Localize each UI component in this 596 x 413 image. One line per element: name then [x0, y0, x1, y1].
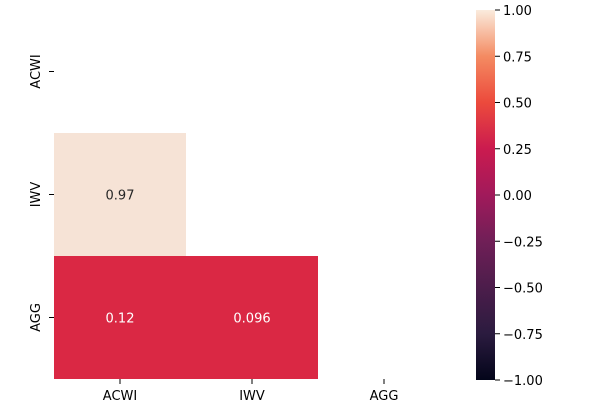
colorbar-tick-label: −0.75 [503, 328, 543, 343]
heatmap-cell [54, 133, 186, 256]
cell-annotations: 0.97 0.12 0.096 [106, 189, 271, 327]
x-tick-label: IWV [239, 389, 265, 404]
cell-value-label: 0.096 [233, 312, 270, 327]
heatmap-cells [54, 133, 318, 379]
colorbar-tick-label: 0.25 [503, 143, 532, 158]
x-tick-label: ACWI [103, 389, 137, 404]
x-tick-label: AGG [370, 389, 399, 404]
x-axis: ACWI IWV AGG [103, 379, 399, 404]
heatmap-cell [186, 256, 318, 379]
colorbar-tick-label: 0.50 [503, 97, 532, 112]
heatmap-cell [54, 256, 186, 379]
colorbar-tick-label: 0.00 [503, 189, 532, 204]
colorbar-gradient [476, 10, 495, 380]
y-tick-label: IWV [29, 182, 44, 208]
colorbar-tick-label: 0.75 [503, 50, 532, 65]
y-tick-label: ACWI [29, 54, 44, 88]
cell-value-label: 0.97 [106, 189, 135, 204]
y-axis: ACWI IWV AGG [29, 54, 54, 332]
cell-value-label: 0.12 [106, 312, 135, 327]
colorbar-tick-label: −1.00 [503, 374, 543, 389]
colorbar-tick-label: −0.50 [503, 282, 543, 297]
colorbar-tick-label: 1.00 [503, 4, 532, 19]
colorbar-tick-label: −0.25 [503, 235, 543, 250]
y-tick-label: AGG [29, 303, 44, 332]
colorbar: 1.00 0.75 0.50 0.25 0.00 −0.25 −0.50 −0.75 −1.00 [476, 4, 543, 389]
